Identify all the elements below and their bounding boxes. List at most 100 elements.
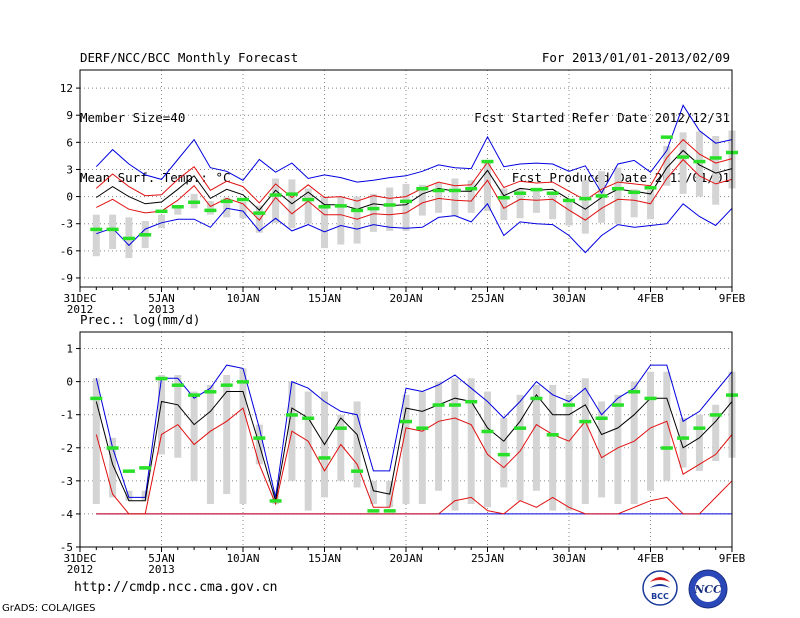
series-line-mean (95, 391, 733, 502)
x-tick-label: 31DEC (63, 552, 96, 565)
observed-marker (318, 456, 331, 460)
observed-marker (579, 419, 592, 424)
ensemble-box (402, 183, 410, 231)
observed-marker (448, 403, 461, 407)
x-tick-label: 15JAN (308, 292, 341, 305)
header-title: DERF/NCC/BCC Monthly Forecast (80, 50, 299, 65)
x-tick-label: 25JAN (471, 292, 504, 305)
x-tick-label: 9FEB (719, 552, 746, 565)
observed-marker (660, 446, 673, 450)
observed-marker (546, 433, 559, 437)
x-tick-year-label: 2013 (148, 303, 175, 316)
ensemble-box (712, 136, 720, 205)
x-tick-label: 25JAN (471, 552, 504, 565)
observed-marker (351, 469, 364, 473)
observed-marker (269, 193, 282, 197)
observed-marker (367, 206, 380, 211)
ncc-logo-text: NCC (693, 583, 722, 596)
y-tick-label: -9 (60, 272, 73, 285)
ensemble-box (647, 190, 654, 220)
observed-marker (269, 499, 282, 503)
bcc-logo: BCC (642, 570, 678, 606)
header-left: DERF/NCC/BCC Monthly Forecast Member Siz… (80, 8, 298, 208)
ensemble-box (598, 401, 606, 498)
observed-marker (497, 452, 510, 457)
observed-marker (106, 227, 119, 232)
y-tick-label: 12 (60, 82, 73, 95)
ensemble-box (549, 384, 557, 511)
ensemble-box (516, 394, 524, 501)
x-tick-label: 20JAN (389, 552, 422, 565)
observed-marker (432, 188, 445, 193)
footer-url[interactable]: http://cmdp.ncc.cma.gov.cn (74, 580, 278, 595)
y-tick-label: -3 (60, 475, 73, 488)
observed-marker (367, 509, 380, 513)
ensemble-box (418, 391, 426, 504)
observed-marker (400, 419, 412, 424)
ensemble-box (484, 161, 491, 212)
observed-marker (253, 211, 266, 215)
x-tick-label: 31DEC (63, 292, 96, 305)
observed-marker (432, 403, 445, 407)
ensemble-box (337, 414, 345, 481)
observed-marker (448, 188, 461, 193)
observed-marker (530, 396, 543, 401)
ensemble-box (337, 196, 345, 245)
ensemble-box (272, 178, 280, 223)
observed-marker (90, 227, 103, 232)
precip-panel-title: Prec.: log(mm/d) (80, 312, 200, 327)
observed-marker (171, 205, 184, 209)
x-tick-year-label: 2012 (67, 303, 94, 316)
ensemble-box (206, 201, 214, 215)
x-tick-label: 9FEB (719, 292, 746, 305)
observed-marker (122, 469, 135, 473)
observed-marker (302, 416, 315, 420)
ensemble-box (565, 200, 573, 226)
y-tick-label: -6 (60, 245, 73, 258)
ensemble-box (500, 418, 508, 488)
observed-marker (693, 426, 706, 430)
ensemble-box (239, 368, 247, 504)
observed-marker (481, 429, 494, 434)
observed-marker (318, 205, 331, 209)
series-line-max (95, 364, 733, 498)
ensemble-box (206, 384, 214, 504)
x-tick-label: 5JAN (148, 292, 175, 305)
ensemble-box (484, 391, 491, 508)
ensemble-box (679, 418, 687, 468)
observed-marker (579, 196, 592, 201)
ensemble-box (239, 202, 247, 219)
ensemble-box (516, 188, 524, 219)
bcc-logo-text: BCC (651, 592, 669, 601)
x-tick-year-label: 2013 (148, 563, 175, 576)
series-line-min (96, 202, 733, 254)
ensemble-box (109, 214, 117, 250)
y-tick-label: -5 (60, 541, 73, 554)
observed-marker (709, 413, 722, 417)
observed-marker (644, 396, 657, 401)
observed-marker (302, 197, 315, 202)
observed-marker (563, 403, 575, 407)
ensemble-box (353, 401, 361, 488)
observed-marker (514, 426, 527, 430)
ensemble-box (223, 375, 231, 495)
ensemble-box (549, 194, 557, 220)
header-member-size: Member Size=40 (80, 110, 186, 125)
header-period: For 2013/01/01-2013/02/09 (541, 50, 730, 65)
y-tick-label: 0 (66, 191, 73, 204)
observed-marker (416, 186, 429, 191)
observed-marker (188, 200, 201, 205)
x-tick-year-label: 2012 (67, 563, 94, 576)
observed-marker (204, 390, 217, 394)
ensemble-box (663, 145, 671, 186)
observed-marker (595, 416, 608, 420)
series-line-p25 (96, 158, 733, 221)
x-tick-label: 20JAN (389, 292, 422, 305)
ensemble-box (190, 391, 198, 481)
observed-marker (497, 195, 510, 200)
observed-marker (465, 399, 478, 404)
observed-marker (693, 159, 706, 164)
ensemble-box (630, 189, 638, 218)
observed-marker (383, 203, 396, 207)
